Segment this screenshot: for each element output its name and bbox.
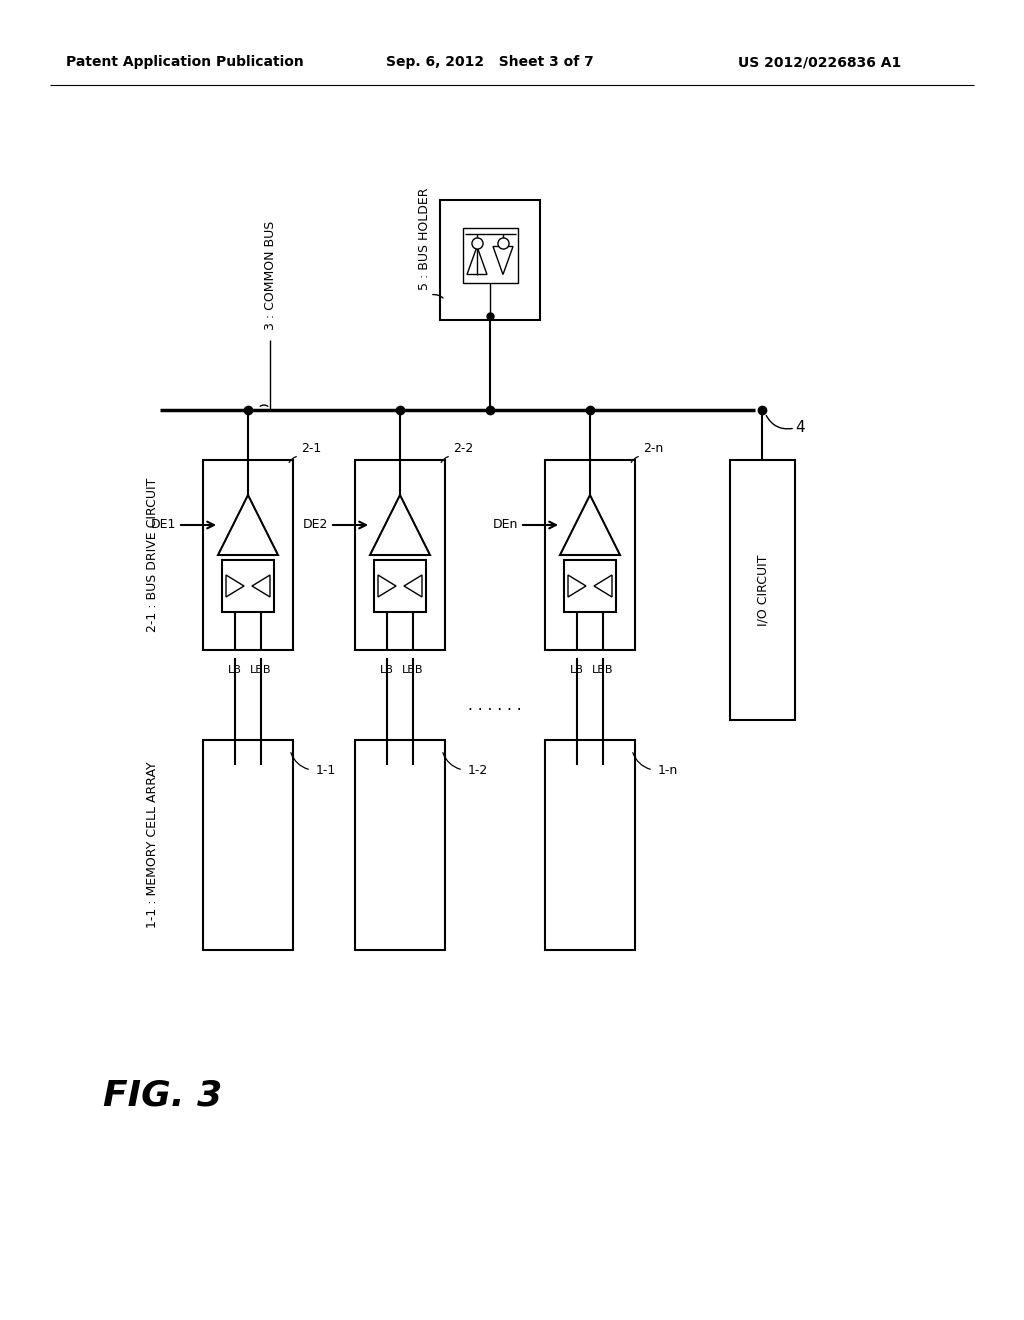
Text: Sep. 6, 2012   Sheet 3 of 7: Sep. 6, 2012 Sheet 3 of 7 <box>386 55 594 69</box>
Bar <box>374 560 426 612</box>
Text: US 2012/0226836 A1: US 2012/0226836 A1 <box>738 55 901 69</box>
Polygon shape <box>404 576 422 597</box>
Bar <box>545 741 635 950</box>
Text: 1-1 : MEMORY CELL ARRAY: 1-1 : MEMORY CELL ARRAY <box>145 762 159 928</box>
Bar <box>730 459 795 719</box>
Bar <box>440 201 540 319</box>
Polygon shape <box>378 576 396 597</box>
Text: 2-2: 2-2 <box>453 441 473 454</box>
Text: LBB: LBB <box>402 665 424 675</box>
Text: LBB: LBB <box>250 665 271 675</box>
Polygon shape <box>226 576 244 597</box>
Text: . . . . . .: . . . . . . <box>468 697 522 713</box>
Text: DE1: DE1 <box>151 519 176 532</box>
Bar <box>203 459 293 649</box>
Text: DEn: DEn <box>493 519 518 532</box>
Text: 2-1 : BUS DRIVE CIRCUIT: 2-1 : BUS DRIVE CIRCUIT <box>145 478 159 632</box>
Text: 1-n: 1-n <box>658 763 678 776</box>
Text: I/O CIRCUIT: I/O CIRCUIT <box>756 554 769 626</box>
Polygon shape <box>560 495 620 554</box>
Bar <box>564 560 616 612</box>
Text: 5 : BUS HOLDER: 5 : BUS HOLDER <box>419 187 431 290</box>
Text: 2-n: 2-n <box>643 441 664 454</box>
Bar <box>355 741 445 950</box>
Polygon shape <box>218 495 278 554</box>
Bar <box>545 459 635 649</box>
Text: LBB: LBB <box>592 665 613 675</box>
Text: LB: LB <box>570 665 584 675</box>
Polygon shape <box>252 576 270 597</box>
Text: 4: 4 <box>796 421 805 436</box>
Polygon shape <box>568 576 586 597</box>
Text: 1-2: 1-2 <box>468 763 488 776</box>
Text: 2-1: 2-1 <box>301 441 322 454</box>
Polygon shape <box>467 247 487 275</box>
Polygon shape <box>594 576 612 597</box>
Text: LB: LB <box>228 665 242 675</box>
Text: 1-1: 1-1 <box>316 763 336 776</box>
Text: LB: LB <box>380 665 394 675</box>
Bar <box>463 227 517 282</box>
Polygon shape <box>493 247 513 275</box>
Text: FIG. 3: FIG. 3 <box>103 1078 222 1111</box>
Bar <box>355 459 445 649</box>
Bar <box>222 560 274 612</box>
Text: 3 : COMMON BUS: 3 : COMMON BUS <box>263 220 276 330</box>
Bar <box>203 741 293 950</box>
Polygon shape <box>370 495 430 554</box>
Text: DE2: DE2 <box>303 519 328 532</box>
Text: Patent Application Publication: Patent Application Publication <box>67 55 304 69</box>
